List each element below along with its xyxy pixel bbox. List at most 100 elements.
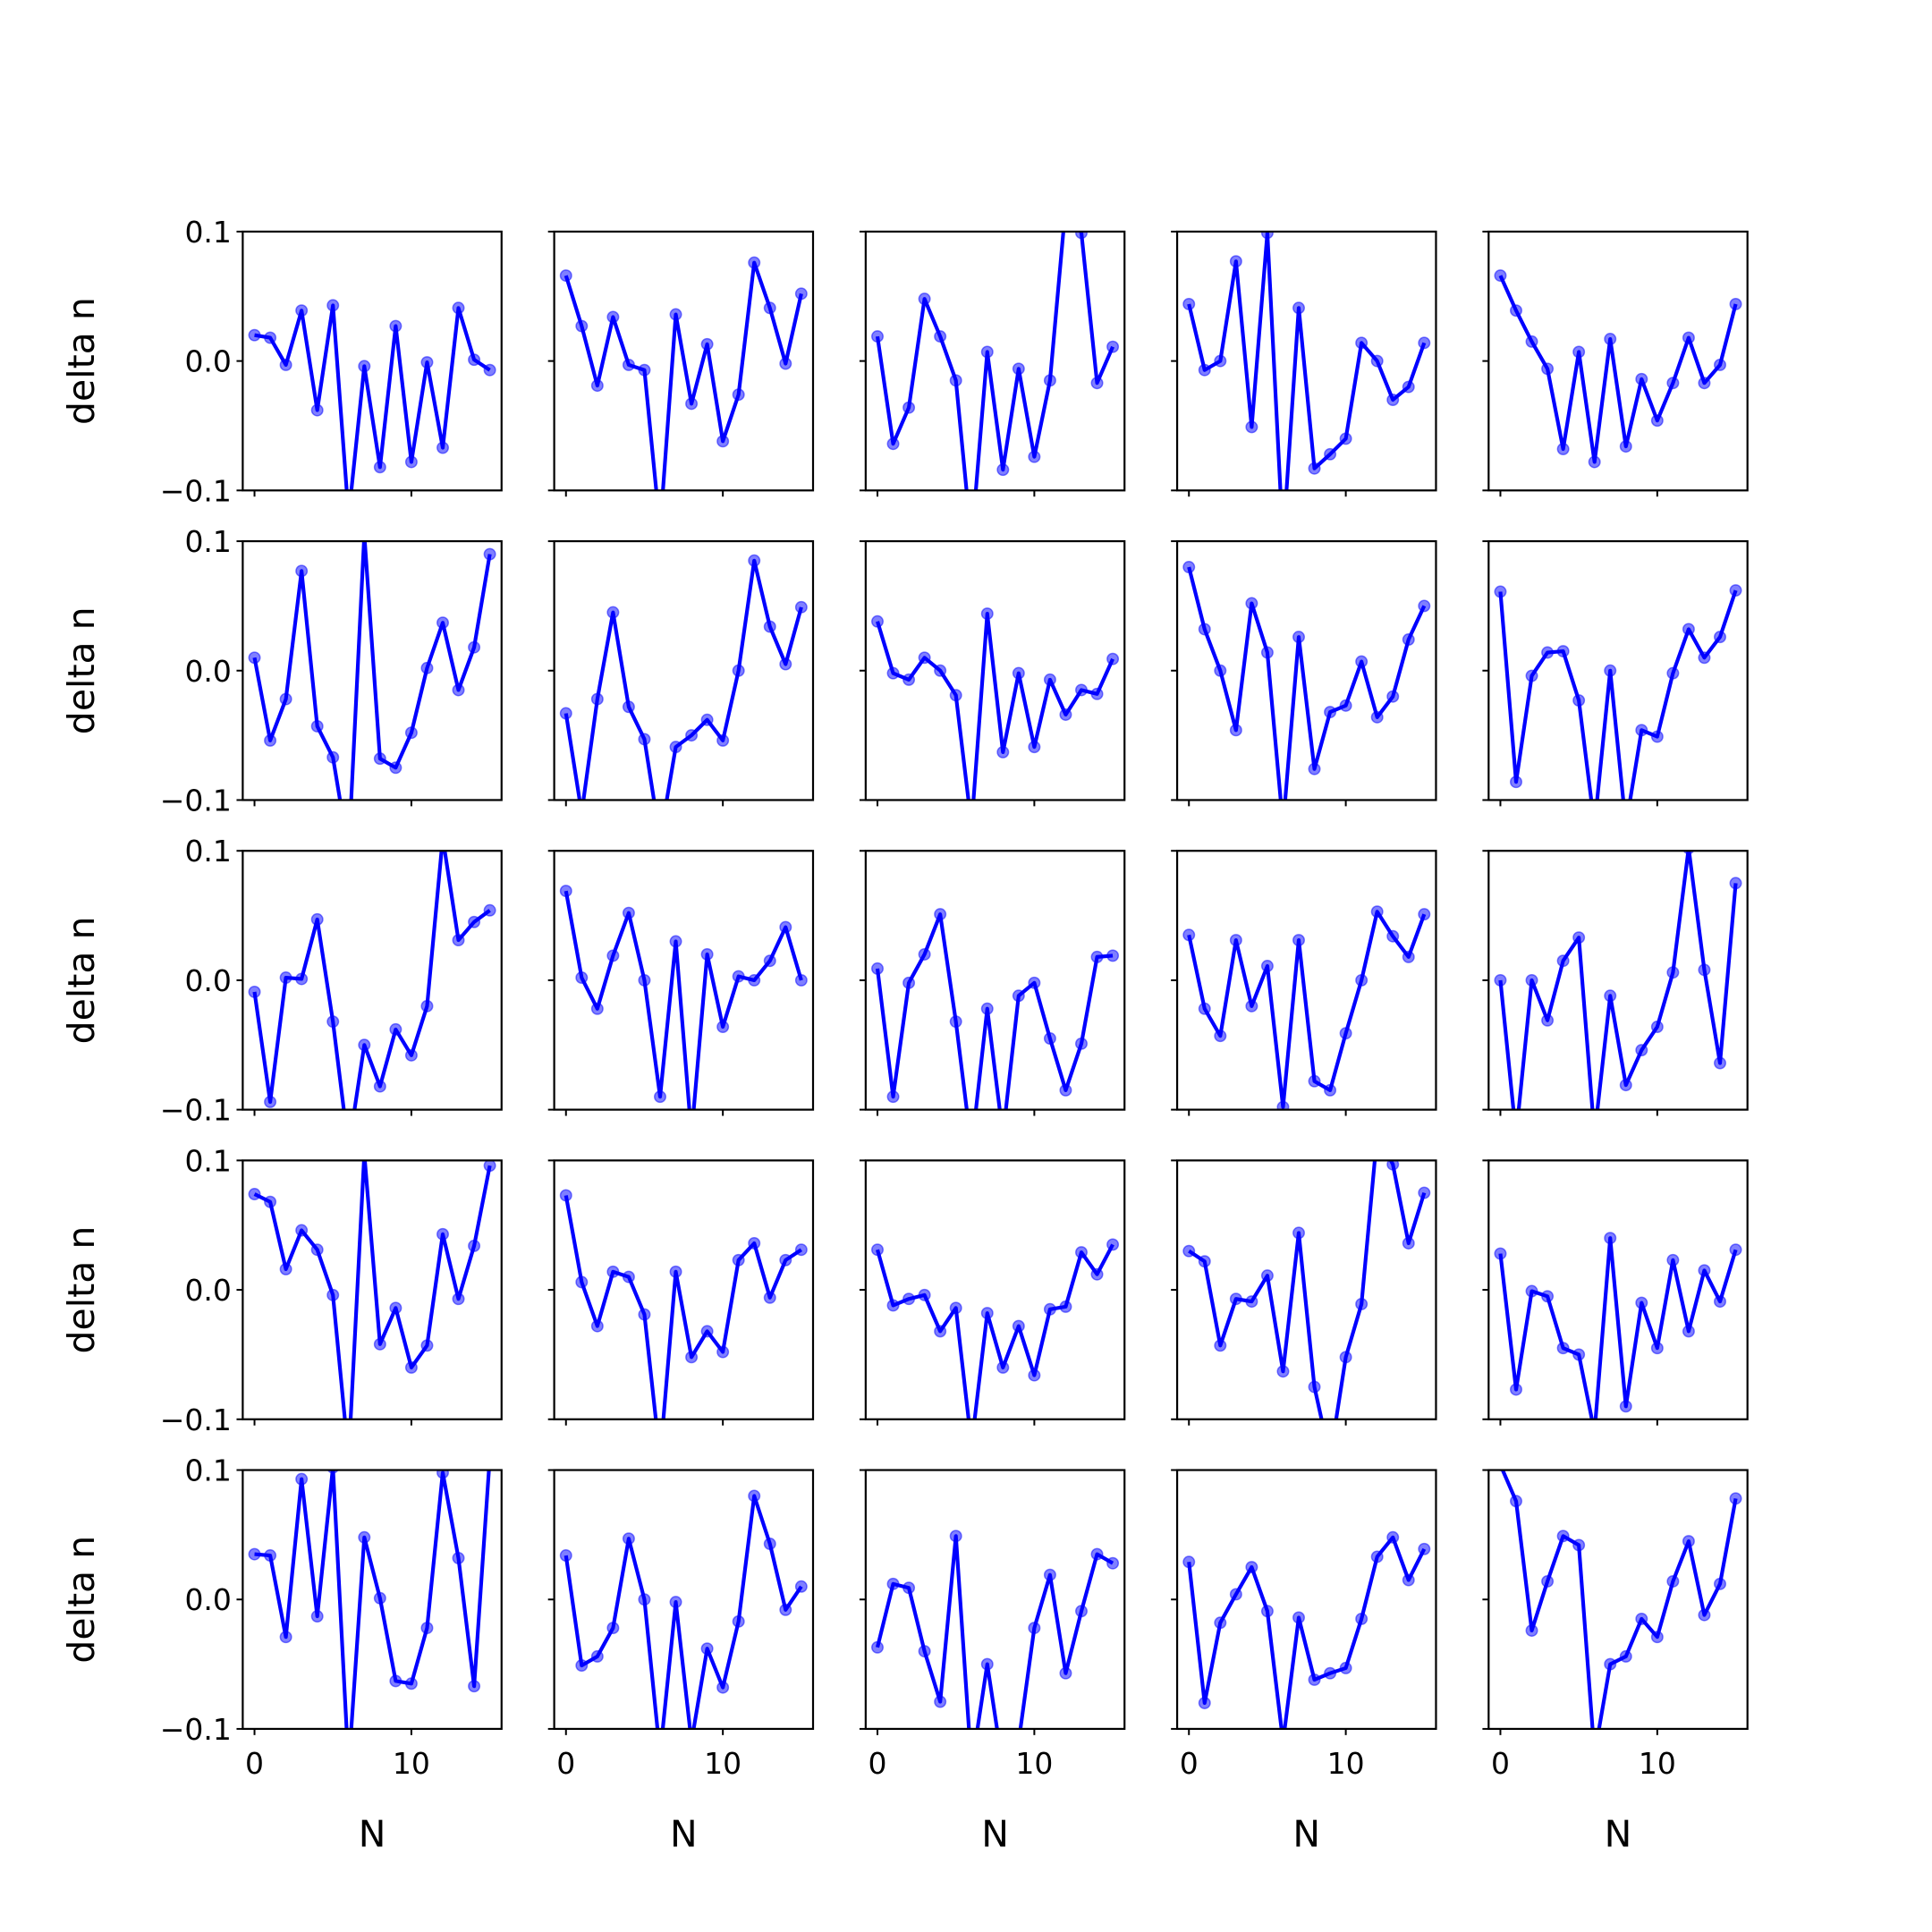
data-point — [326, 299, 340, 312]
data-point — [622, 1270, 635, 1284]
data-point — [1729, 877, 1742, 890]
data-point — [1556, 645, 1570, 658]
data-point — [1402, 380, 1415, 394]
data-point — [1198, 1697, 1211, 1709]
x-tick-label: 10 — [1639, 1746, 1676, 1781]
data-point — [295, 564, 309, 578]
data-point — [1106, 1556, 1120, 1570]
data-point — [748, 256, 761, 269]
data-point — [980, 1307, 994, 1320]
data-point — [1106, 1238, 1120, 1251]
data-point — [779, 920, 792, 934]
subplot — [859, 230, 1126, 497]
data-point — [295, 1472, 309, 1486]
data-point — [1229, 255, 1242, 268]
data-point — [685, 397, 699, 411]
data-point — [871, 962, 884, 975]
data-point — [326, 1288, 340, 1301]
plot-area — [248, 851, 496, 1110]
data-point — [248, 651, 261, 665]
data-point — [654, 1090, 666, 1104]
data-point — [794, 1580, 808, 1593]
data-point — [1106, 949, 1120, 962]
data-line — [1498, 1236, 1738, 1419]
data-point — [1339, 1661, 1352, 1674]
data-point — [934, 1325, 947, 1338]
data-point — [1339, 1351, 1352, 1364]
data-point — [1666, 1253, 1680, 1267]
data-point — [1572, 1348, 1586, 1361]
data-point — [1729, 1243, 1742, 1257]
data-point — [310, 1243, 324, 1257]
data-point — [1090, 377, 1104, 390]
x-axis-label: N — [670, 1812, 698, 1855]
data-point — [934, 908, 947, 921]
data-point — [1245, 420, 1258, 434]
data-point — [1650, 730, 1664, 743]
data-point — [1698, 963, 1711, 977]
y-axis-label: delta n — [60, 297, 103, 425]
data-point — [1028, 976, 1041, 989]
data-point — [1619, 1649, 1632, 1663]
data-point — [358, 1038, 371, 1052]
data-point — [1525, 669, 1538, 682]
data-point — [1604, 1657, 1617, 1671]
data-point — [1260, 960, 1274, 972]
data-point — [669, 741, 682, 754]
data-point — [483, 547, 496, 561]
data-line — [254, 1470, 491, 1729]
data-point — [1308, 1380, 1321, 1394]
y-tick-label: −0.1 — [160, 1712, 232, 1747]
data-line — [1188, 1160, 1427, 1419]
subplot: 0 10N — [547, 1469, 815, 1855]
data-point — [1682, 623, 1695, 636]
data-point — [483, 903, 496, 917]
data-point — [1588, 455, 1601, 469]
subplot: 0 10N — [1171, 1469, 1437, 1855]
data-point — [934, 330, 947, 343]
data-point — [1604, 1232, 1617, 1245]
data-point — [902, 673, 916, 686]
data-point — [1292, 1226, 1305, 1240]
y-tick-label: 0.1 — [184, 1453, 231, 1488]
data-point — [1059, 1083, 1072, 1097]
data-point — [1370, 354, 1384, 368]
data-point — [1572, 694, 1586, 708]
data-line — [252, 851, 491, 1110]
plot-area — [1182, 1160, 1431, 1419]
data-point — [732, 1614, 745, 1628]
data-point — [389, 1022, 402, 1036]
data-point — [638, 973, 651, 987]
data-point — [1556, 443, 1570, 455]
data-line — [876, 612, 1114, 801]
data-point — [1308, 462, 1321, 475]
data-point — [1635, 724, 1648, 737]
data-point — [1308, 1074, 1321, 1088]
data-point — [886, 1090, 900, 1104]
data-point — [716, 733, 730, 747]
data-point — [871, 330, 884, 343]
data-point — [779, 1603, 792, 1616]
data-point — [1619, 1079, 1632, 1092]
x-tick-label: 0 — [1180, 1746, 1199, 1781]
data-point — [1214, 1339, 1227, 1352]
data-point — [748, 554, 761, 567]
data-point — [638, 1593, 651, 1606]
data-point — [918, 1645, 931, 1658]
data-point — [575, 319, 589, 333]
data-point — [310, 1610, 324, 1623]
data-point — [1418, 908, 1431, 921]
data-point — [1292, 1611, 1305, 1624]
data-point — [1666, 966, 1680, 979]
data-line — [1187, 910, 1427, 1109]
data-point — [918, 1288, 931, 1301]
data-point — [1260, 1605, 1274, 1618]
data-point — [606, 1265, 620, 1278]
plot-area — [1494, 584, 1742, 801]
data-line — [1498, 589, 1738, 801]
y-tick-label: −0.1 — [160, 1093, 232, 1128]
data-point — [949, 1301, 962, 1315]
data-point — [1355, 1298, 1368, 1310]
data-point — [763, 620, 776, 633]
